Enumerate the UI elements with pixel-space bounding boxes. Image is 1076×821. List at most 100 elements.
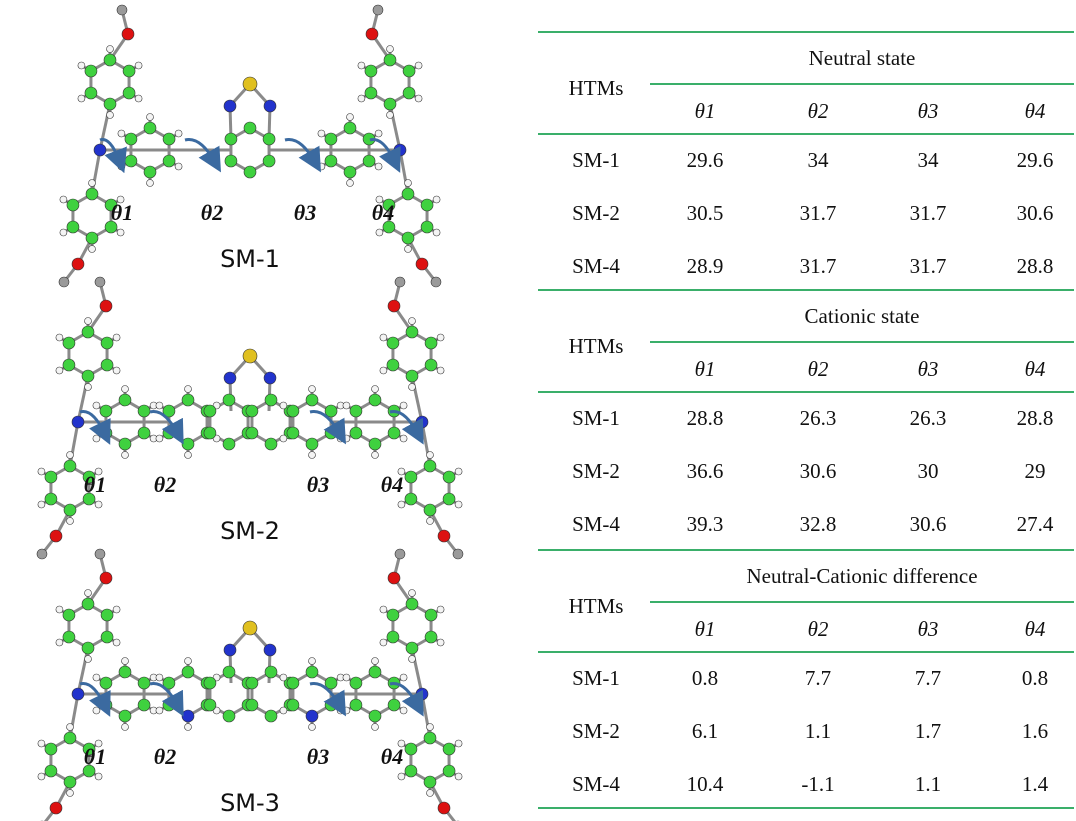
row-header: HTMs xyxy=(569,594,624,618)
atom xyxy=(37,549,47,559)
atom xyxy=(387,631,399,643)
cell: 39.3 xyxy=(687,512,724,536)
angle-label: θ2 xyxy=(154,472,176,497)
atom xyxy=(406,370,418,382)
bond xyxy=(390,104,400,150)
cell: 29 xyxy=(1025,459,1046,483)
cell: 36.6 xyxy=(687,459,724,483)
atom xyxy=(455,740,462,747)
atom xyxy=(409,318,416,325)
cell: 34 xyxy=(808,148,830,172)
atom xyxy=(144,122,156,134)
atom xyxy=(406,598,418,610)
bond xyxy=(412,648,422,694)
atom xyxy=(64,460,76,472)
atom xyxy=(372,452,379,459)
atom xyxy=(182,666,194,678)
atom xyxy=(443,471,455,483)
atom xyxy=(405,765,417,777)
atom xyxy=(224,372,236,384)
atom xyxy=(147,180,154,187)
atom xyxy=(107,112,114,119)
atom xyxy=(421,199,433,211)
atom xyxy=(376,229,383,236)
atom xyxy=(306,710,318,722)
cell: 1.6 xyxy=(1022,719,1048,743)
atom xyxy=(372,724,379,731)
atom xyxy=(95,277,105,287)
atom xyxy=(263,133,275,145)
column-header: θ2 xyxy=(808,357,829,381)
atom xyxy=(225,155,237,167)
atom xyxy=(287,427,299,439)
atom xyxy=(409,590,416,597)
atom xyxy=(425,609,437,621)
atom xyxy=(427,452,434,459)
atom xyxy=(185,452,192,459)
atom xyxy=(244,166,256,178)
atom xyxy=(119,710,131,722)
atom xyxy=(119,394,131,406)
atom xyxy=(263,155,275,167)
atom xyxy=(350,405,362,417)
cell: 32.8 xyxy=(800,512,837,536)
atom xyxy=(306,666,318,678)
atom xyxy=(265,666,277,678)
cell: 34 xyxy=(918,148,940,172)
atom xyxy=(403,65,415,77)
atom xyxy=(343,674,350,681)
row-name: SM-1 xyxy=(572,666,620,690)
atom xyxy=(437,334,444,341)
bond xyxy=(92,150,100,194)
molecule-label: SM-2 xyxy=(220,517,280,545)
row-name: SM-4 xyxy=(572,512,620,536)
angle-label: θ3 xyxy=(294,200,316,225)
atom xyxy=(433,196,440,203)
atom xyxy=(185,386,192,393)
atom xyxy=(365,65,377,77)
atom xyxy=(406,642,418,654)
atom xyxy=(72,416,84,428)
section-title: Neutral-Cationic difference xyxy=(746,564,977,588)
atom xyxy=(384,54,396,66)
atom xyxy=(246,677,258,689)
column-header: θ2 xyxy=(808,99,829,123)
cell: 1.7 xyxy=(915,719,941,743)
atom xyxy=(163,427,175,439)
angle-label: θ4 xyxy=(381,472,403,497)
atom xyxy=(264,372,276,384)
cell: 31.7 xyxy=(800,201,837,225)
atom xyxy=(437,367,444,374)
atom xyxy=(225,133,237,145)
cell: 7.7 xyxy=(805,666,831,690)
atom xyxy=(438,802,450,814)
atom xyxy=(344,122,356,134)
atom xyxy=(380,334,387,341)
atom xyxy=(427,518,434,525)
atom xyxy=(123,87,135,99)
atom xyxy=(85,65,97,77)
atom xyxy=(369,666,381,678)
row-name: SM-2 xyxy=(572,201,620,225)
row-name: SM-2 xyxy=(572,719,620,743)
atom xyxy=(45,471,57,483)
atom xyxy=(67,221,79,233)
atom xyxy=(95,501,102,508)
cell: 30.6 xyxy=(910,512,947,536)
cell: 1.1 xyxy=(805,719,831,743)
atom xyxy=(416,416,428,428)
row-name: SM-1 xyxy=(572,148,620,172)
atom xyxy=(117,5,127,15)
atom xyxy=(433,229,440,236)
atom xyxy=(455,501,462,508)
atom xyxy=(325,133,337,145)
atom xyxy=(93,674,100,681)
atom xyxy=(89,246,96,253)
atom xyxy=(122,28,134,40)
atom xyxy=(101,359,113,371)
atom xyxy=(424,460,436,472)
atom xyxy=(443,743,455,755)
atom xyxy=(373,5,383,15)
atom xyxy=(100,572,112,584)
bond xyxy=(422,422,430,466)
